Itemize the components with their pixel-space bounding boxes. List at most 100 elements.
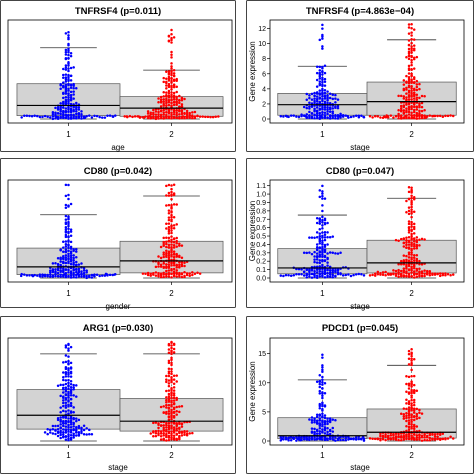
data-point: [175, 413, 178, 416]
data-point: [67, 343, 70, 347]
data-point: [431, 273, 434, 277]
plot-area: [7, 19, 233, 124]
data-point: [323, 416, 327, 420]
data-point: [165, 439, 168, 442]
data-point: [77, 418, 81, 422]
data-point: [162, 98, 165, 101]
data-point: [170, 432, 173, 435]
data-point: [402, 116, 406, 120]
data-point: [420, 270, 424, 273]
data-point: [418, 416, 421, 420]
data-point: [313, 255, 316, 258]
data-point: [67, 394, 70, 397]
data-point: [304, 115, 307, 118]
data-point: [54, 113, 57, 116]
data-point: [410, 212, 413, 215]
data-point: [167, 389, 171, 392]
data-point: [407, 387, 411, 390]
data-point: [64, 261, 68, 265]
data-point: [62, 100, 65, 104]
data-point: [101, 116, 104, 119]
data-point: [412, 389, 416, 392]
data-point: [407, 416, 411, 419]
data-point: [415, 240, 419, 244]
data-point: [64, 100, 68, 103]
data-point: [172, 116, 176, 120]
data-point: [165, 398, 168, 402]
data-point: [172, 392, 176, 395]
chart-title: CD80 (p=0.047): [326, 166, 394, 177]
data-point: [64, 438, 68, 441]
data-point: [321, 364, 324, 367]
data-point: [405, 275, 408, 278]
data-point: [418, 114, 421, 117]
data-point: [397, 270, 400, 274]
data-point: [64, 275, 68, 279]
data-point: [69, 74, 73, 77]
data-point: [405, 254, 408, 258]
data-point: [175, 109, 178, 112]
data-point: [321, 383, 324, 386]
data-point: [113, 273, 116, 276]
data-point: [82, 269, 86, 272]
data-point: [313, 236, 316, 240]
data-point: [362, 274, 366, 277]
data-point: [206, 115, 210, 119]
data-point: [323, 271, 327, 275]
data-point: [410, 357, 413, 361]
data-point: [69, 361, 73, 365]
data-point: [59, 257, 62, 261]
data-point: [310, 272, 314, 276]
data-point: [185, 109, 189, 113]
data-point: [62, 422, 65, 425]
data-point: [19, 274, 23, 278]
data-point: [428, 271, 432, 275]
data-point: [183, 270, 186, 274]
data-point: [373, 437, 377, 441]
data-point: [318, 402, 322, 406]
data-point: [62, 260, 65, 264]
data-point: [334, 106, 337, 110]
data-point: [310, 421, 314, 424]
data-point: [178, 244, 181, 247]
data-point: [170, 235, 173, 238]
data-point: [362, 439, 366, 442]
data-point: [321, 70, 324, 74]
data-point: [328, 436, 332, 440]
data-point: [67, 106, 70, 109]
x-tick-label: 1: [66, 289, 71, 298]
data-point: [321, 220, 324, 224]
data-point: [56, 384, 60, 388]
data-point: [198, 272, 202, 275]
data-point: [185, 430, 189, 433]
data-point: [64, 390, 68, 393]
data-point: [412, 57, 416, 61]
data-point: [180, 430, 184, 434]
data-point: [56, 111, 60, 115]
data-point: [82, 432, 86, 436]
data-point: [318, 65, 322, 69]
data-point: [64, 73, 68, 76]
data-point: [315, 254, 319, 258]
data-point: [415, 88, 419, 92]
data-point: [323, 106, 327, 109]
data-point: [75, 109, 78, 113]
data-point: [402, 275, 406, 278]
data-point: [67, 275, 70, 278]
data-point: [178, 254, 181, 258]
data-point: [170, 361, 173, 365]
y-tick-label: 1.1: [256, 183, 266, 190]
data-point: [323, 91, 327, 95]
data-point: [59, 248, 62, 251]
data-point: [321, 204, 324, 207]
data-point: [402, 434, 406, 438]
data-point: [407, 206, 411, 209]
data-point: [331, 430, 335, 433]
data-point: [175, 203, 178, 206]
data-point: [415, 412, 419, 416]
data-point: [368, 437, 372, 440]
data-point: [170, 375, 173, 379]
data-point: [62, 96, 65, 100]
data-point: [162, 108, 165, 112]
data-point: [54, 262, 57, 265]
